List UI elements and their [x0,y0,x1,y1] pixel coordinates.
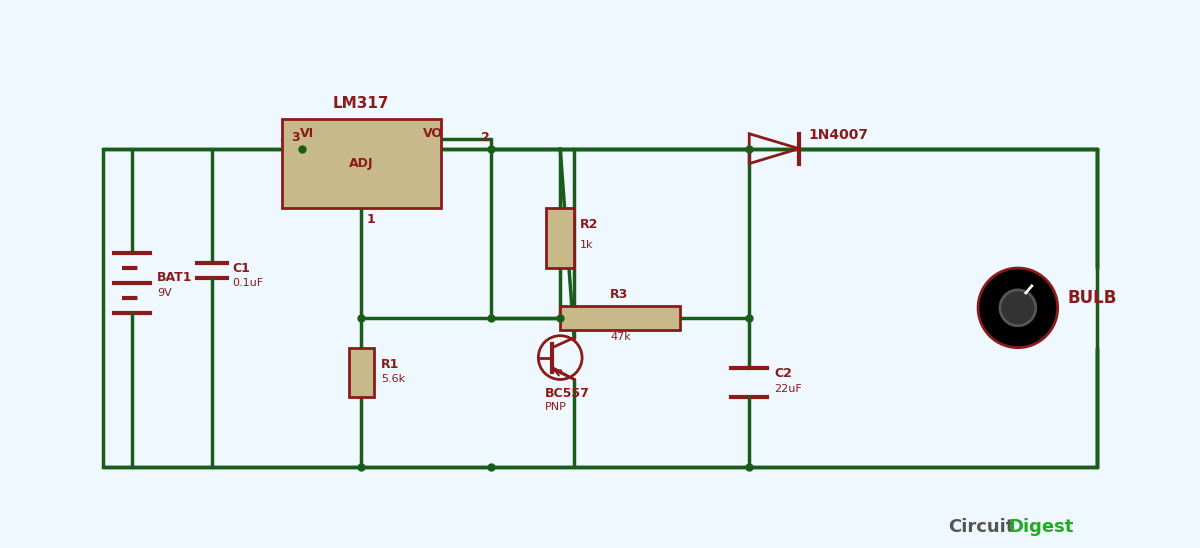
Text: C1: C1 [232,261,250,275]
FancyBboxPatch shape [349,347,373,397]
Text: 1: 1 [366,213,374,226]
Text: VI: VI [300,127,313,140]
Text: R2: R2 [580,218,599,231]
Text: 22uF: 22uF [774,384,802,395]
Text: R3: R3 [610,288,628,301]
Text: BULB: BULB [1068,289,1117,307]
Text: Circuit: Circuit [948,518,1015,536]
Text: BC557: BC557 [545,387,590,401]
Text: PNP: PNP [545,402,568,412]
FancyBboxPatch shape [282,119,440,208]
Text: 3: 3 [292,130,300,144]
FancyBboxPatch shape [560,306,679,330]
Text: VO: VO [422,127,443,140]
Text: C2: C2 [774,368,792,380]
Text: R1: R1 [382,357,400,370]
Text: 0.1uF: 0.1uF [232,278,263,288]
Text: 47k: 47k [610,332,631,341]
FancyBboxPatch shape [546,208,574,268]
Text: ADJ: ADJ [349,157,373,170]
Text: 9V: 9V [157,288,172,298]
Text: 5.6k: 5.6k [382,374,406,385]
Circle shape [978,268,1057,347]
Text: BAT1: BAT1 [157,271,193,284]
Text: LM317: LM317 [332,96,390,111]
Text: 1k: 1k [580,240,594,250]
Circle shape [1000,290,1036,326]
Text: Digest: Digest [1008,518,1073,536]
Text: 2: 2 [481,130,490,144]
Text: 1N4007: 1N4007 [809,128,869,142]
